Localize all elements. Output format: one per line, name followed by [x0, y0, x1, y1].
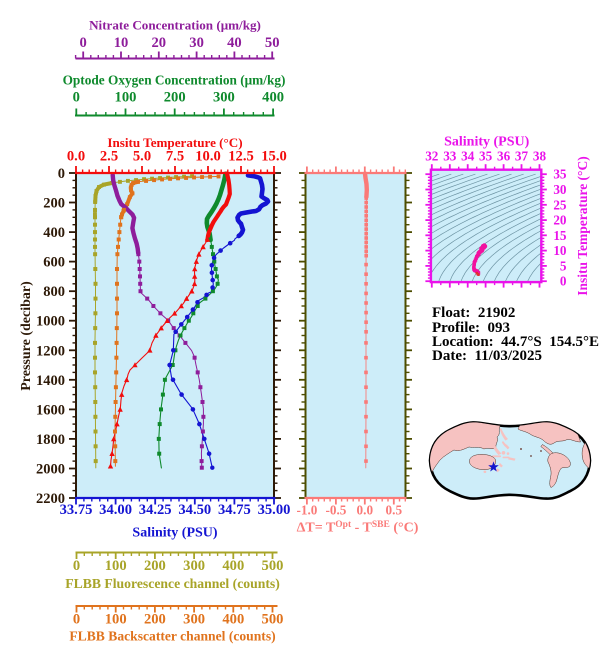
svg-text:200: 200: [144, 558, 166, 574]
svg-text:FLBB Backscatter channel (coun: FLBB Backscatter channel (counts): [69, 629, 275, 645]
svg-text:2200: 2200: [36, 491, 65, 507]
svg-text:0.0: 0.0: [67, 149, 85, 165]
svg-text:800: 800: [43, 284, 65, 300]
svg-text:FLBB Fluorescence channel (cou: FLBB Fluorescence channel (counts): [65, 576, 280, 592]
svg-text:2.5: 2.5: [100, 149, 118, 165]
svg-text:1600: 1600: [36, 402, 65, 418]
svg-text:34.50: 34.50: [178, 502, 211, 518]
svg-text:200: 200: [144, 612, 166, 628]
svg-text:30: 30: [189, 35, 204, 51]
svg-text:400: 400: [222, 612, 244, 628]
svg-text:Insitu Temperature (°C): Insitu Temperature (°C): [575, 156, 590, 295]
svg-text:1400: 1400: [36, 373, 65, 389]
svg-text:600: 600: [43, 255, 65, 271]
svg-text:Nitrate Concentration (μm/kg): Nitrate Concentration (μm/kg): [89, 18, 261, 33]
svg-text:Date: 11/03/2025: Date: 11/03/2025: [432, 348, 542, 364]
svg-text:0: 0: [73, 558, 80, 574]
svg-text:100: 100: [105, 612, 127, 628]
svg-text:7.5: 7.5: [166, 149, 184, 165]
svg-text:400: 400: [262, 90, 284, 106]
svg-text:500: 500: [262, 558, 284, 574]
svg-text:200: 200: [43, 196, 65, 212]
svg-text:20: 20: [553, 213, 567, 228]
svg-text:25: 25: [553, 197, 567, 212]
svg-text:300: 300: [183, 612, 205, 628]
svg-text:34: 34: [461, 149, 475, 164]
svg-text:2000: 2000: [36, 462, 65, 478]
svg-text:34.00: 34.00: [99, 502, 132, 518]
svg-text:40: 40: [227, 35, 242, 51]
svg-text:400: 400: [43, 225, 65, 241]
svg-text:20: 20: [152, 35, 167, 51]
svg-text:34.25: 34.25: [139, 502, 172, 518]
svg-text:10.0: 10.0: [195, 149, 221, 165]
svg-text:37: 37: [515, 149, 529, 164]
svg-text:Pressure (decibar): Pressure (decibar): [19, 281, 34, 391]
svg-text:33.75: 33.75: [60, 502, 93, 518]
svg-text:1000: 1000: [36, 314, 65, 330]
svg-text:-0.5: -0.5: [325, 503, 346, 518]
svg-text:0: 0: [560, 274, 567, 289]
svg-text:35: 35: [479, 149, 493, 164]
svg-text:12.5: 12.5: [228, 149, 254, 165]
svg-text:15: 15: [553, 228, 567, 243]
svg-text:1200: 1200: [36, 343, 65, 359]
svg-text:30: 30: [553, 182, 567, 197]
svg-text:34.75: 34.75: [218, 502, 251, 518]
svg-text:-1.0: -1.0: [296, 503, 317, 518]
svg-text:10: 10: [553, 243, 567, 258]
svg-text:500: 500: [262, 612, 284, 628]
svg-text:100: 100: [115, 90, 137, 106]
svg-text:Profile: 093: Profile: 093: [432, 320, 510, 336]
svg-text:Optode Oxygen Concentration (μ: Optode Oxygen Concentration (μm/kg): [63, 73, 286, 88]
svg-text:100: 100: [105, 558, 127, 574]
svg-text:ΔT= TOpt - TSBE (°C): ΔT= TOpt - TSBE (°C): [297, 520, 419, 536]
svg-text:0: 0: [80, 35, 87, 51]
svg-text:10: 10: [114, 35, 129, 51]
svg-text:0: 0: [58, 166, 65, 182]
svg-text:Insitu Temperature (°C): Insitu Temperature (°C): [107, 135, 242, 150]
svg-text:Salinity (PSU): Salinity (PSU): [444, 135, 530, 150]
svg-text:200: 200: [164, 90, 186, 106]
svg-text:50: 50: [265, 35, 280, 51]
svg-text:5: 5: [560, 258, 567, 273]
svg-text:32: 32: [425, 149, 439, 164]
svg-text:Location: 44.7°S 154.5°E: Location: 44.7°S 154.5°E: [432, 334, 599, 350]
svg-text:0: 0: [73, 90, 80, 106]
svg-text:38: 38: [533, 149, 547, 164]
svg-text:0.0: 0.0: [357, 503, 374, 518]
svg-text:36: 36: [497, 149, 511, 164]
svg-text:400: 400: [222, 558, 244, 574]
svg-text:300: 300: [213, 90, 235, 106]
svg-text:1800: 1800: [36, 432, 65, 448]
svg-text:300: 300: [183, 558, 205, 574]
svg-text:Salinity (PSU): Salinity (PSU): [132, 526, 218, 541]
svg-text:35: 35: [553, 167, 567, 182]
svg-text:Float: 21902: Float: 21902: [432, 305, 515, 321]
svg-text:5.0: 5.0: [133, 149, 151, 165]
svg-text:0: 0: [73, 612, 80, 628]
svg-text:33: 33: [443, 149, 457, 164]
svg-text:35.00: 35.00: [258, 502, 291, 518]
svg-text:0.5: 0.5: [386, 503, 403, 518]
svg-text:15.0: 15.0: [261, 149, 287, 165]
